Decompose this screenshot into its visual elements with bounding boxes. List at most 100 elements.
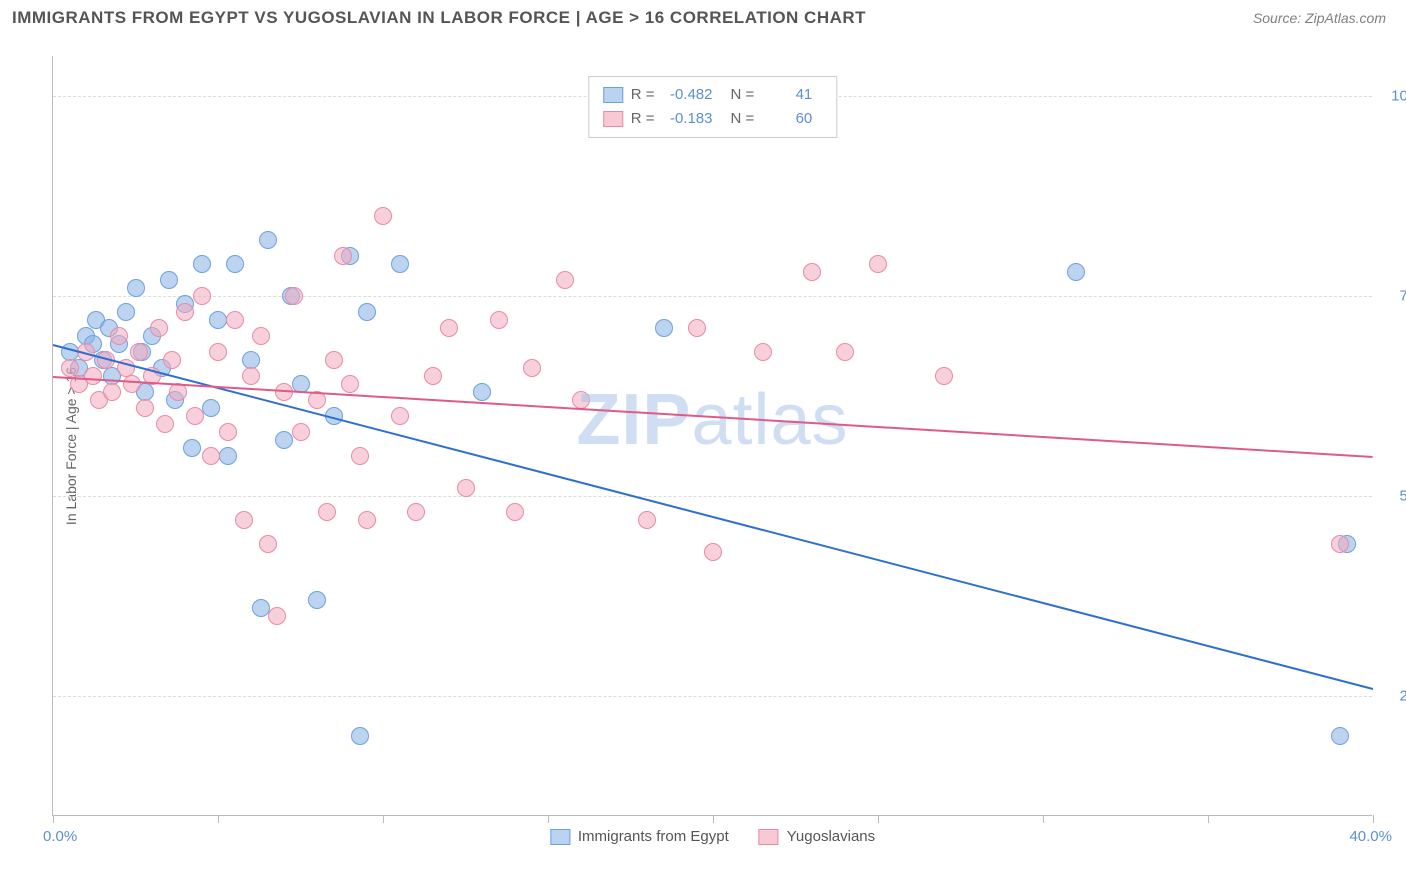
r-value-yugoslavia: -0.183 xyxy=(663,107,713,131)
chart-container: In Labor Force | Age > 16 ZIPatlas R =-0… xyxy=(12,36,1392,856)
data-point xyxy=(219,423,237,441)
data-point xyxy=(285,287,303,305)
data-point xyxy=(572,391,590,409)
data-point xyxy=(193,255,211,273)
data-point xyxy=(160,271,178,289)
data-point xyxy=(176,303,194,321)
data-point xyxy=(292,423,310,441)
data-point xyxy=(836,343,854,361)
legend-row-yugoslavia: R =-0.183 N =60 xyxy=(603,107,823,131)
data-point xyxy=(325,351,343,369)
data-point xyxy=(391,407,409,425)
gridline xyxy=(53,696,1372,697)
swatch-egypt-icon xyxy=(550,829,570,845)
data-point xyxy=(127,279,145,297)
data-point xyxy=(1331,535,1349,553)
y-tick-label: 25.0% xyxy=(1382,688,1406,705)
data-point xyxy=(704,543,722,561)
x-tick xyxy=(713,815,714,823)
data-point xyxy=(869,255,887,273)
x-tick xyxy=(218,815,219,823)
data-point xyxy=(163,351,181,369)
data-point xyxy=(407,503,425,521)
data-point xyxy=(150,319,168,337)
data-point xyxy=(1331,727,1349,745)
data-point xyxy=(259,231,277,249)
n-value-yugoslavia: 60 xyxy=(762,107,812,131)
data-point xyxy=(308,591,326,609)
data-point xyxy=(457,479,475,497)
legend-row-egypt: R =-0.482 N =41 xyxy=(603,83,823,107)
gridline xyxy=(53,296,1372,297)
data-point xyxy=(130,343,148,361)
data-point xyxy=(318,503,336,521)
data-point xyxy=(374,207,392,225)
data-point xyxy=(490,311,508,329)
x-axis-min-label: 0.0% xyxy=(43,828,77,845)
data-point xyxy=(136,399,154,417)
data-point xyxy=(235,511,253,529)
swatch-yugoslavia xyxy=(603,111,623,127)
trend-line xyxy=(53,376,1373,458)
x-tick xyxy=(548,815,549,823)
x-tick xyxy=(878,815,879,823)
data-point xyxy=(341,375,359,393)
legend-label-egypt: Immigrants from Egypt xyxy=(578,828,729,845)
data-point xyxy=(391,255,409,273)
data-point xyxy=(440,319,458,337)
data-point xyxy=(110,327,128,345)
data-point xyxy=(252,327,270,345)
plot-area: ZIPatlas R =-0.482 N =41 R =-0.183 N =60… xyxy=(52,56,1372,816)
data-point xyxy=(209,311,227,329)
data-point xyxy=(156,415,174,433)
data-point xyxy=(935,367,953,385)
data-point xyxy=(193,287,211,305)
data-point xyxy=(803,263,821,281)
y-tick-label: 75.0% xyxy=(1382,288,1406,305)
data-point xyxy=(202,447,220,465)
y-tick-label: 50.0% xyxy=(1382,488,1406,505)
data-point xyxy=(358,511,376,529)
data-point xyxy=(186,407,204,425)
data-point xyxy=(226,255,244,273)
legend-label-yugoslavia: Yugoslavians xyxy=(787,828,875,845)
data-point xyxy=(754,343,772,361)
header: IMMIGRANTS FROM EGYPT VS YUGOSLAVIAN IN … xyxy=(0,0,1406,36)
data-point xyxy=(84,367,102,385)
data-point xyxy=(117,303,135,321)
x-tick xyxy=(383,815,384,823)
data-point xyxy=(473,383,491,401)
data-point xyxy=(638,511,656,529)
data-point xyxy=(268,607,286,625)
data-point xyxy=(242,367,260,385)
data-point xyxy=(219,447,237,465)
data-point xyxy=(334,247,352,265)
data-point xyxy=(1067,263,1085,281)
x-tick xyxy=(1043,815,1044,823)
swatch-egypt xyxy=(603,87,623,103)
legend-correlation: R =-0.482 N =41 R =-0.183 N =60 xyxy=(588,76,838,138)
data-point xyxy=(351,447,369,465)
legend-item-yugoslavia: Yugoslavians xyxy=(759,828,875,845)
data-point xyxy=(123,375,141,393)
data-point xyxy=(103,383,121,401)
x-tick xyxy=(1208,815,1209,823)
data-point xyxy=(688,319,706,337)
data-point xyxy=(209,343,227,361)
data-point xyxy=(506,503,524,521)
data-point xyxy=(556,271,574,289)
chart-title: IMMIGRANTS FROM EGYPT VS YUGOSLAVIAN IN … xyxy=(12,8,866,28)
data-point xyxy=(358,303,376,321)
data-point xyxy=(183,439,201,457)
data-point xyxy=(259,535,277,553)
data-point xyxy=(226,311,244,329)
data-point xyxy=(351,727,369,745)
swatch-yugoslavia-icon xyxy=(759,829,779,845)
legend-series: Immigrants from Egypt Yugoslavians xyxy=(550,828,875,845)
x-tick xyxy=(53,815,54,823)
legend-item-egypt: Immigrants from Egypt xyxy=(550,828,729,845)
data-point xyxy=(202,399,220,417)
x-tick xyxy=(1373,815,1374,823)
r-value-egypt: -0.482 xyxy=(663,83,713,107)
data-point xyxy=(655,319,673,337)
